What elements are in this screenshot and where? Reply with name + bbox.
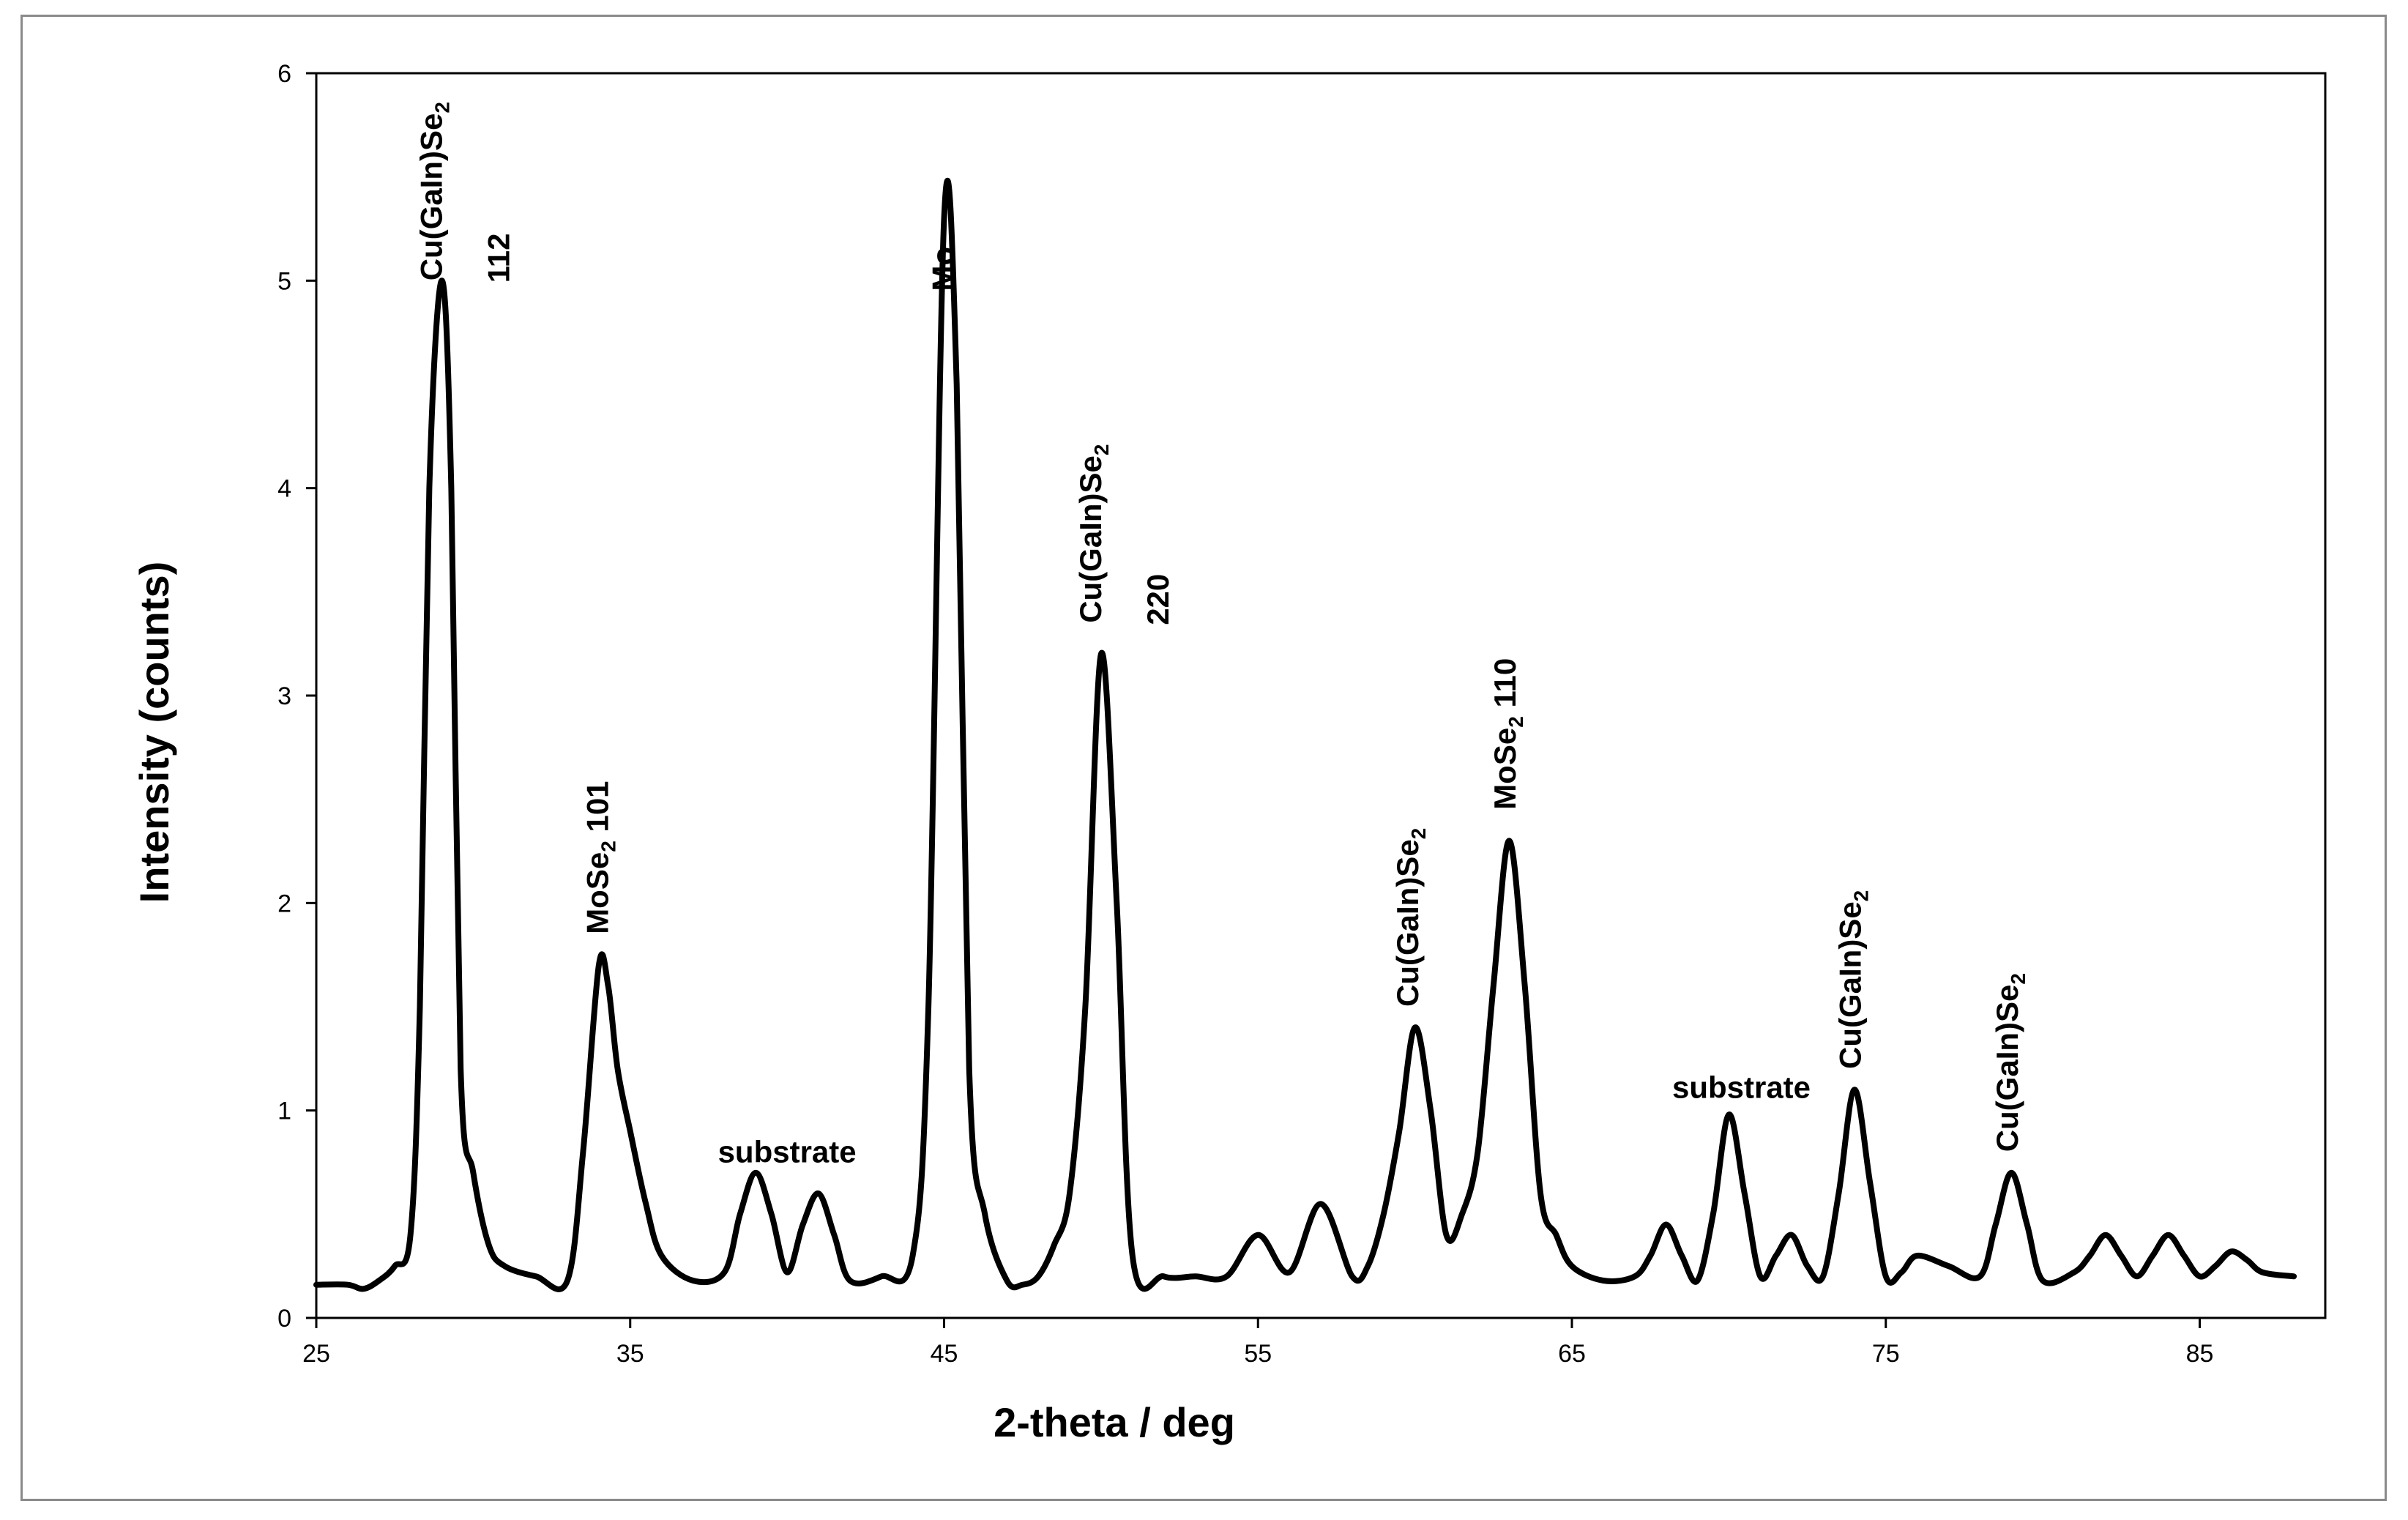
x-axis-title: 2-theta / deg [994, 1399, 1235, 1445]
annotation-subtext: 112 [482, 234, 516, 283]
annotation-text: Cu(GaIn)Se2 [1833, 890, 1873, 1069]
y-tick-label: 4 [277, 475, 291, 503]
x-tick-label: 25 [302, 1340, 330, 1368]
annotation-text: Cu(GaIn)Se2 [1390, 828, 1430, 1007]
annotation-text: MoSe2 110 [1488, 658, 1527, 810]
annotation-text: Cu(GaIn)Se2 [414, 102, 454, 280]
peak-annotation: Cu(GaIn)Se2 [1390, 828, 1430, 1007]
peak-annotation: Mo [925, 247, 960, 291]
y-tick-label: 5 [277, 267, 291, 295]
annotation-text: Cu(GaIn)Se2 [1990, 973, 2029, 1152]
x-tick-label: 35 [616, 1340, 644, 1368]
peak-annotation: Cu(GaIn)Se2 [1833, 890, 1873, 1069]
x-tick-label: 85 [2186, 1340, 2214, 1368]
annotation-text: Cu(GaIn)Se2 [1073, 444, 1113, 623]
series-line [313, 177, 2297, 1292]
y-tick-label: 1 [277, 1098, 291, 1125]
chart-frame [20, 15, 2387, 1501]
annotation-text: substrate [1672, 1070, 1811, 1105]
y-axis-title: Intensity (counts) [131, 562, 177, 904]
x-tick-label: 45 [931, 1340, 958, 1368]
x-tick-label: 65 [1558, 1340, 1586, 1368]
y-tick-label: 2 [277, 890, 291, 917]
annotation-text: Mo [925, 247, 960, 291]
x-axis-ticks: 25 35 45 55 65 75 85 [302, 1318, 2213, 1368]
peak-annotation: MoSe2 110 [1488, 658, 1527, 810]
y-tick-label: 6 [277, 60, 291, 88]
annotation-text: MoSe2 101 [581, 781, 620, 934]
peak-annotation: substrate [1672, 1070, 1811, 1105]
y-axis-ticks: 0 1 2 3 4 5 6 [277, 60, 316, 1333]
peak-annotation: Cu(GaIn)Se2 220 [1073, 444, 1175, 625]
peak-annotation: Cu(GaIn)Se2 112 [414, 102, 516, 283]
annotation-text: substrate [718, 1135, 857, 1169]
peak-annotations: Cu(GaIn)Se2 112 MoSe2 101 substrate Mo Cu(GaI… [414, 102, 2029, 1169]
x-tick-label: 75 [1872, 1340, 1900, 1368]
y-tick-label: 3 [277, 682, 291, 710]
peak-annotation: MoSe2 101 [581, 781, 620, 934]
y-tick-label: 0 [277, 1305, 291, 1333]
peak-annotation: Cu(GaIn)Se2 [1990, 973, 2029, 1152]
annotation-subtext: 220 [1141, 574, 1175, 625]
peak-annotation: substrate [718, 1135, 857, 1169]
x-tick-label: 55 [1244, 1340, 1272, 1368]
